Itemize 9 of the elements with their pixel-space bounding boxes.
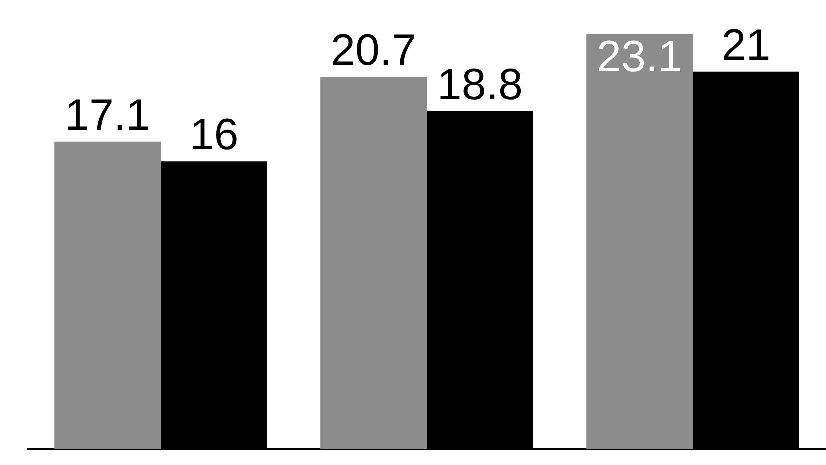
bar	[586, 34, 693, 449]
data-label: 21	[722, 20, 771, 70]
data-label: 16	[190, 110, 239, 160]
data-label: 18.8	[437, 60, 524, 110]
bar	[54, 142, 161, 449]
bar	[320, 77, 427, 449]
data-label: 23.1	[596, 32, 683, 82]
data-label: 17.1	[64, 90, 151, 140]
data-label: 20.7	[330, 26, 417, 76]
